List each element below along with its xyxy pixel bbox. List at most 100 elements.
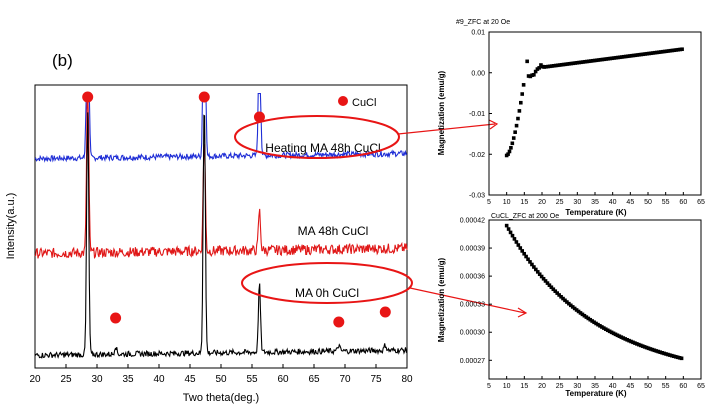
inset-data-point: [605, 328, 610, 333]
inset-data-point: [654, 349, 659, 353]
xrd-x-tick-label: 70: [339, 374, 351, 385]
inset-data-point: [600, 325, 604, 329]
inset-data-point: [506, 227, 511, 231]
inset-data-point: [583, 59, 587, 64]
inset-top-frame: [488, 31, 702, 196]
inset-x-tick-label: 45: [626, 199, 634, 206]
inset-data-point: [617, 334, 622, 339]
inset-data-point: [590, 319, 594, 323]
inset-data-point: [643, 52, 647, 56]
inset-data-point: [607, 329, 612, 334]
inset-data-point: [658, 50, 663, 54]
inset-data-point: [568, 303, 573, 308]
inset-data-point: [637, 342, 641, 347]
legend-cucl-marker: [338, 96, 348, 106]
panel-label: (b): [52, 51, 73, 70]
inset-data-point: [646, 346, 651, 351]
inset-data-point: [671, 354, 676, 359]
inset-data-point: [544, 64, 548, 69]
inset-data-point: [666, 49, 671, 53]
annotation-heating-ma48h: Heating MA 48h CuCl: [265, 141, 380, 155]
inset-data-point: [510, 141, 515, 146]
xrd-x-tick-label: 35: [122, 374, 134, 385]
xrd-y-axis-label: Intensity(a.u.): [5, 193, 17, 260]
xrd-x-tick-label: 25: [60, 374, 72, 385]
cucl-peak-marker: [253, 111, 265, 123]
inset-x-tick-label: 15: [520, 199, 528, 206]
inset-x-tick-label: 65: [697, 383, 705, 390]
inset-data-point: [679, 356, 684, 361]
inset-data-point: [645, 51, 649, 56]
annotation-ma0h: MA 0h CuCl: [295, 286, 359, 300]
inset-data-point: [553, 289, 558, 293]
inset-data-point: [655, 50, 659, 55]
xrd-x-tick-label: 55: [246, 374, 258, 385]
inset-y-tick-label: 0.00027: [460, 358, 485, 365]
inset-data-point: [567, 301, 571, 306]
xrd-x-tick-label: 65: [308, 374, 320, 385]
inset-data-point: [670, 353, 674, 358]
inset-x-tick-label: 25: [556, 383, 564, 390]
inset-x-tick-label: 40: [609, 199, 617, 206]
inset-data-point: [658, 350, 662, 354]
inset-data-point: [635, 342, 639, 346]
inset-x-tick-label: 35: [591, 383, 599, 390]
inset-data-point: [579, 60, 583, 65]
arrow-to-top-inset: [397, 123, 496, 135]
inset-data-point: [596, 58, 601, 62]
inset-data-point: [668, 48, 673, 53]
inset-data-point: [511, 136, 516, 140]
inset-data-point: [653, 50, 657, 55]
inset-data-point: [586, 316, 591, 321]
inset-data-point: [561, 296, 565, 301]
inset-x-tick-label: 50: [644, 383, 652, 390]
inset-data-point: [576, 309, 581, 314]
inset-data-point: [625, 54, 630, 59]
inset-data-point: [602, 57, 607, 62]
zfc-200oe-chart: 5 10 15 20 25 30 35 40 45 50 55 60 65 0.00042 0.00039 0…: [437, 213, 705, 398]
inset-data-point: [642, 345, 647, 349]
inset-data-point: [510, 233, 515, 238]
inset-data-point: [621, 54, 626, 59]
inset-data-point: [521, 83, 526, 87]
inset-data-point: [587, 59, 591, 64]
inset-data-point: [673, 354, 678, 359]
inset-top-x-label: Temperature (K): [565, 208, 627, 217]
inset-data-point: [567, 61, 572, 66]
xrd-series-line: [34, 92, 408, 163]
inset-data-point: [602, 326, 606, 330]
inset-data-point: [664, 49, 669, 54]
inset-x-tick-label: 5: [487, 199, 491, 206]
inset-data-point: [619, 335, 624, 339]
inset-data-point: [656, 349, 661, 354]
arrow-head-bottom: [517, 307, 528, 318]
inset-data-point: [668, 353, 672, 357]
inset-x-tick-label: 55: [662, 383, 670, 390]
inset-data-point: [553, 63, 558, 68]
inset-x-tick-label: 10: [503, 383, 511, 390]
inset-x-tick-label: 50: [644, 199, 652, 206]
inset-data-point: [641, 52, 646, 57]
ellipse-heating-ma48h: [234, 115, 400, 159]
inset-data-point: [557, 293, 561, 297]
inset-data-point: [569, 61, 574, 66]
inset-data-point: [578, 311, 583, 315]
cucl-peak-marker: [333, 316, 345, 328]
inset-data-point: [635, 53, 640, 57]
inset-data-point: [627, 54, 632, 58]
inset-data-point: [518, 246, 523, 250]
inset-data-point: [672, 48, 677, 53]
zfc-20oe-chart: #9_ZFC at 20 Oe 5 10 15 20 25 30 35 40 45 50 55 60 6…: [437, 19, 705, 217]
inset-data-point: [555, 63, 560, 68]
inset-data-point: [524, 254, 528, 259]
inset-data-point: [623, 337, 628, 341]
inset-data-point: [629, 339, 633, 344]
inset-data-point: [676, 47, 681, 52]
inset-data-point: [551, 287, 556, 292]
inset-x-tick-label: 20: [538, 383, 546, 390]
inset-data-point: [545, 281, 550, 285]
inset-data-point: [677, 356, 682, 360]
inset-data-point: [535, 270, 540, 274]
inset-data-point: [625, 338, 629, 342]
inset-x-tick-label: 65: [697, 199, 705, 206]
